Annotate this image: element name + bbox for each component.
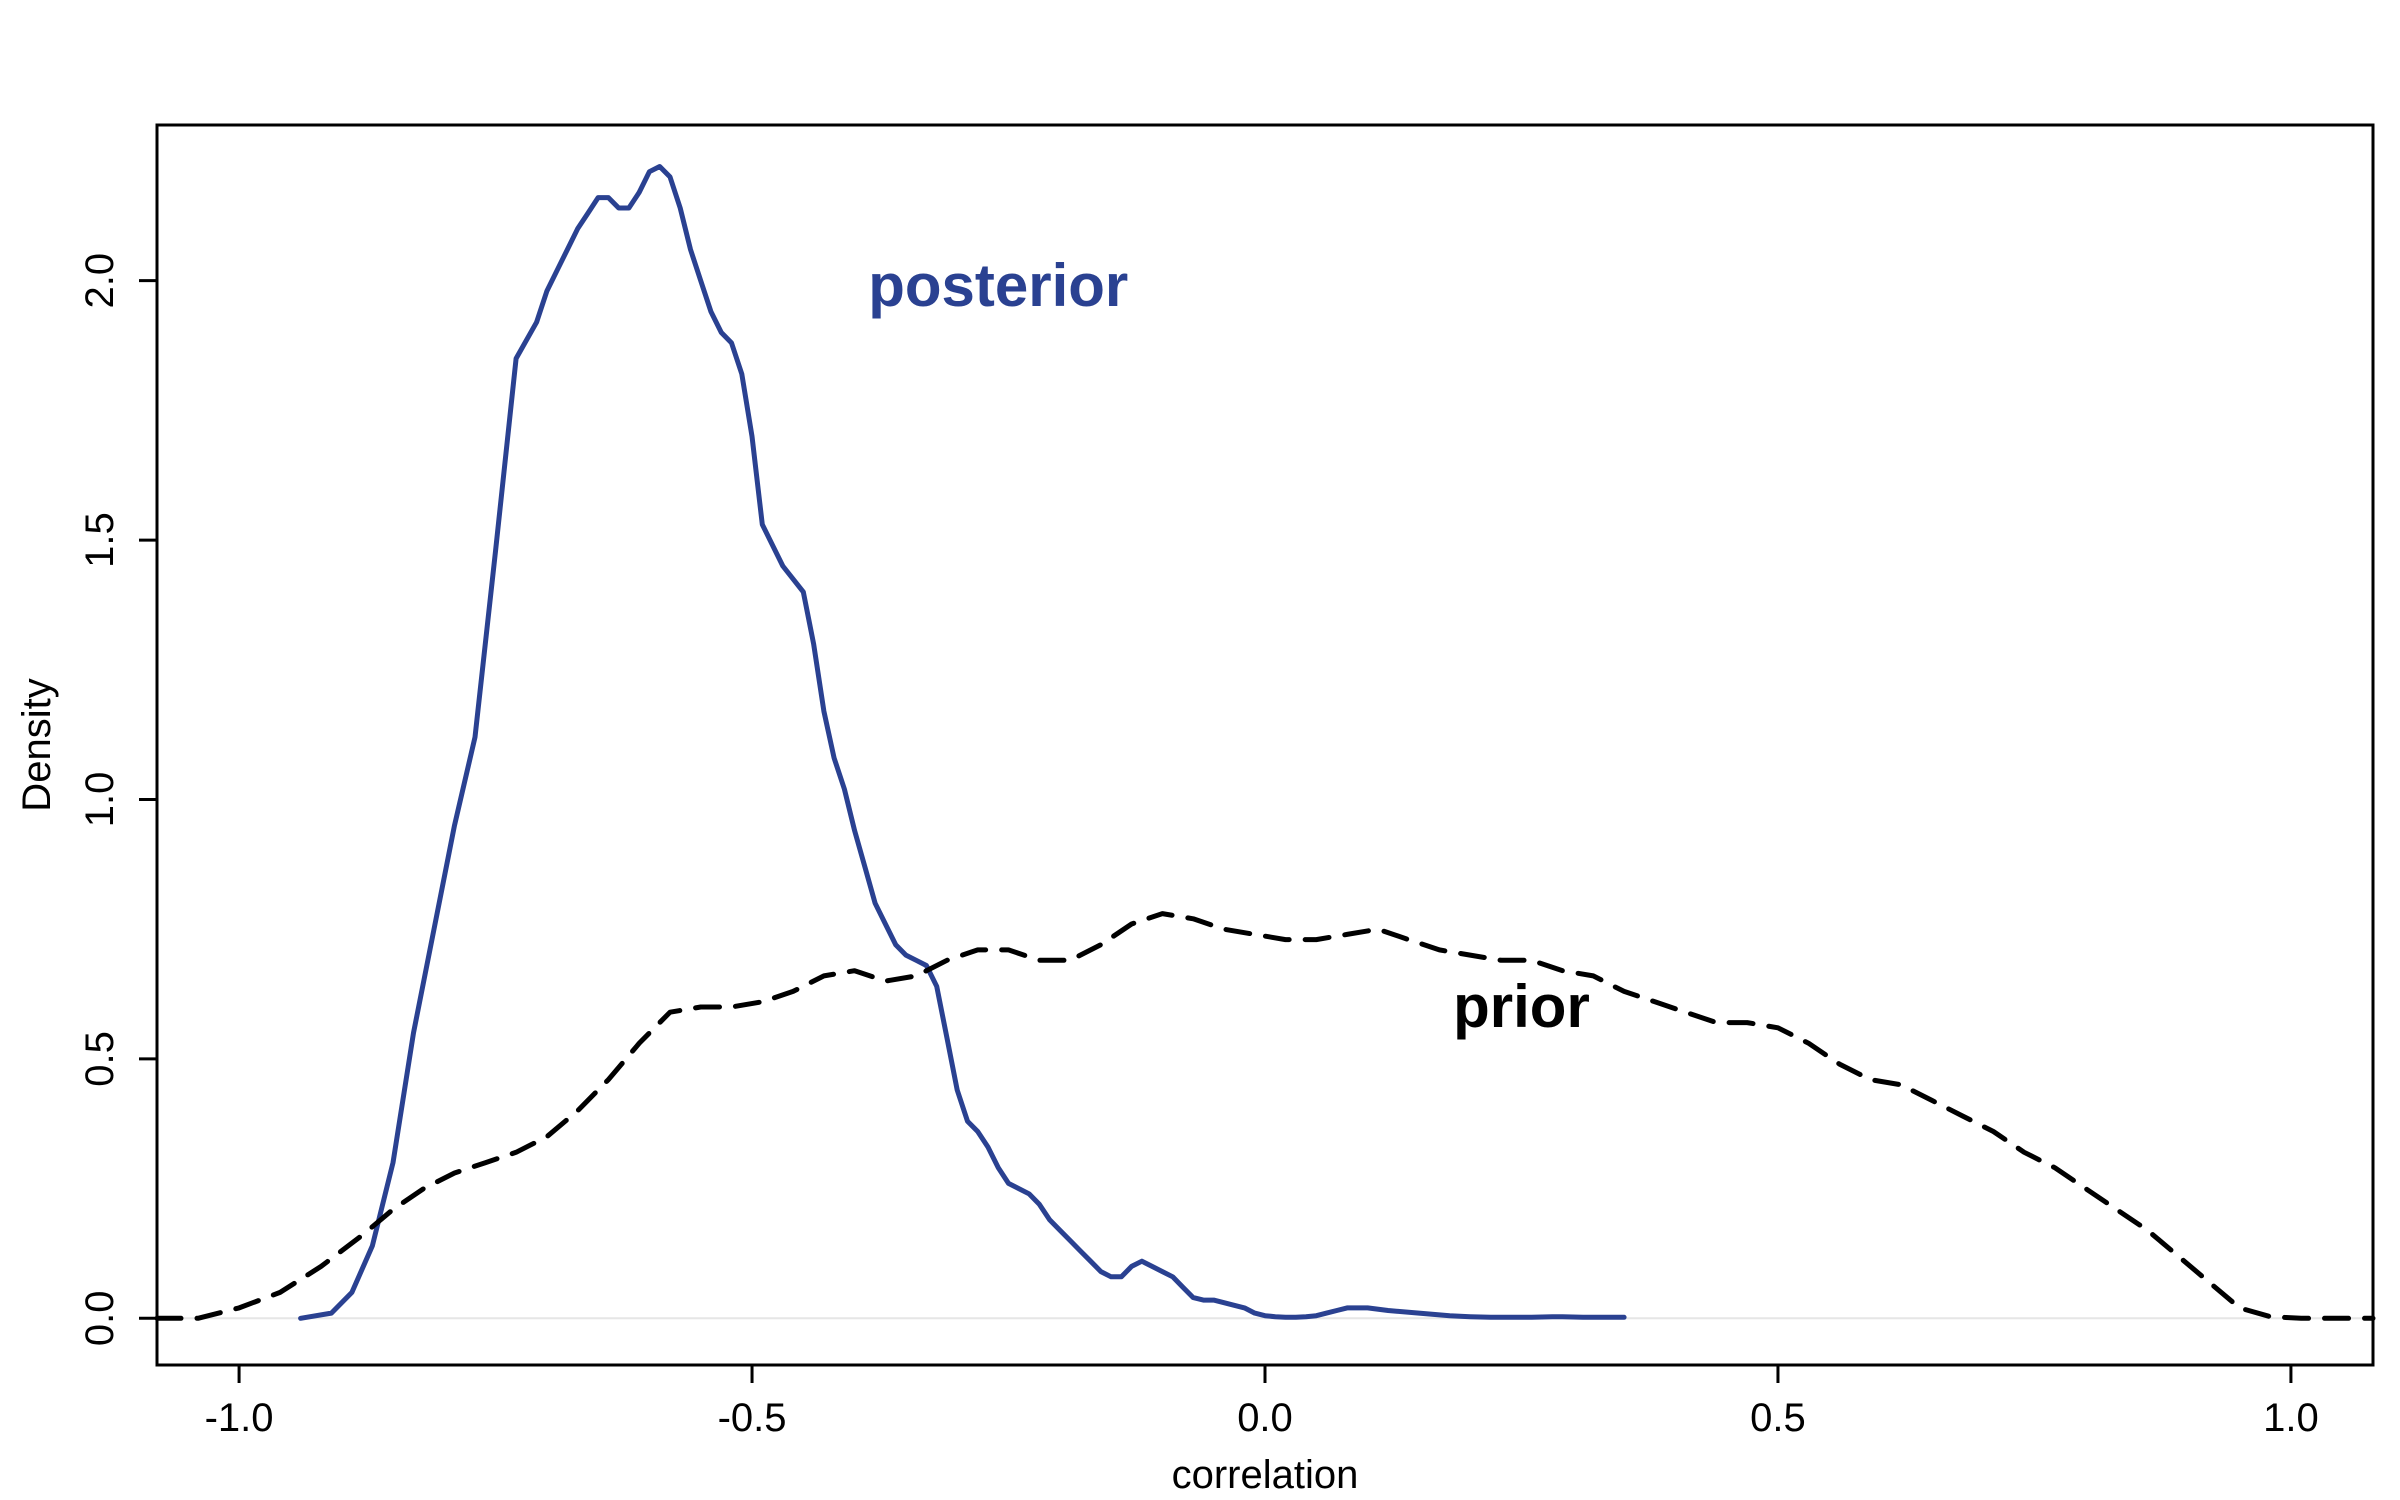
- y-tick-label: 0.0: [78, 1291, 122, 1347]
- prior-label: prior: [1453, 973, 1590, 1040]
- x-tick-label: -1.0: [205, 1396, 274, 1440]
- posterior-density-line: [298, 164, 1627, 1321]
- annotation-layer: posterior prior: [868, 252, 1590, 1040]
- prior-density-line: [154, 911, 2376, 1321]
- x-tick-label: 0.0: [1237, 1396, 1293, 1440]
- x-tick-label: 0.5: [1750, 1396, 1806, 1440]
- x-axis-title: correlation: [1172, 1453, 1359, 1497]
- y-tick-label: 0.5: [78, 1031, 122, 1087]
- posterior-label: posterior: [868, 252, 1128, 319]
- y-axis: 0.0 0.5 1.0 1.5 2.0: [78, 253, 159, 1347]
- x-axis: -1.0 -0.5 0.0 0.5 1.0: [205, 1363, 2319, 1440]
- y-tick-label: 2.0: [78, 253, 122, 309]
- x-tick-label: 1.0: [2263, 1396, 2319, 1440]
- y-axis-title: Density: [15, 678, 59, 811]
- plot-frame: [155, 123, 2375, 1367]
- series-layer: [154, 164, 2376, 1321]
- y-tick-label: 1.0: [78, 772, 122, 828]
- x-tick-label: -0.5: [718, 1396, 787, 1440]
- y-tick-label: 1.5: [78, 512, 122, 568]
